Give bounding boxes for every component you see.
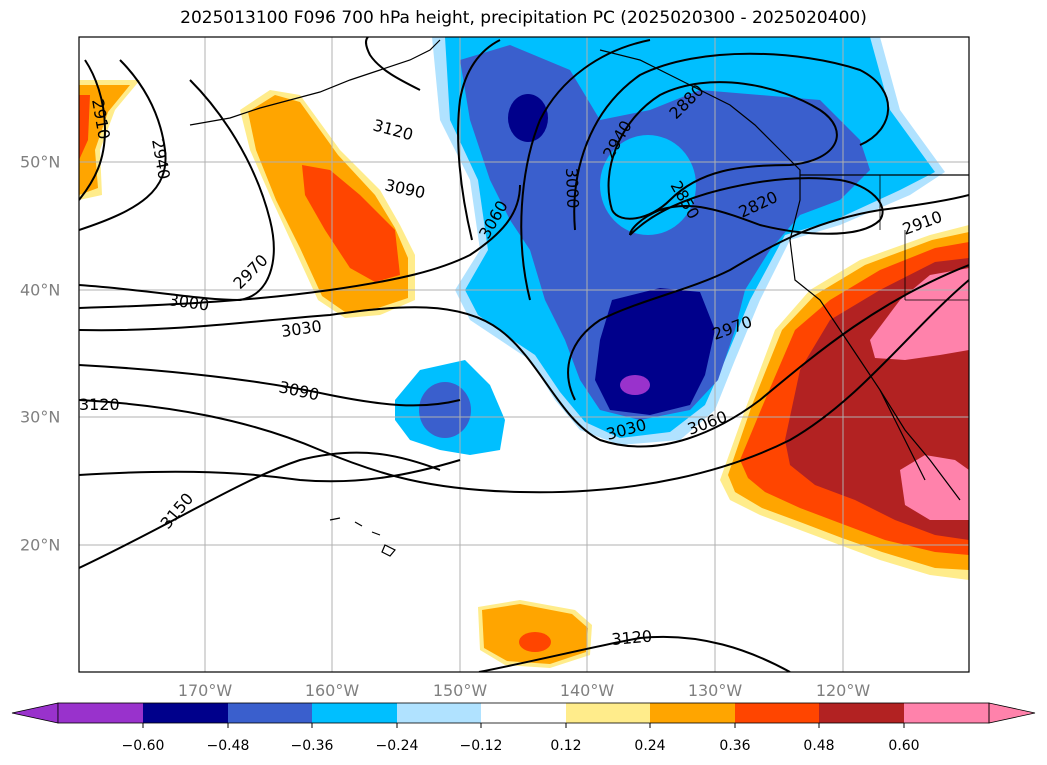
colorbar-tick-label: −0.60 — [121, 738, 165, 754]
latitude-label: 20°N — [20, 535, 61, 555]
colorbar-tick-label: 0.48 — [803, 738, 835, 754]
colorbar-extend-high — [988, 702, 1036, 724]
map-area — [79, 37, 969, 672]
colorbar-swatch — [481, 703, 566, 723]
latitude-label: 30°N — [20, 407, 61, 427]
colorbar-swatch — [819, 703, 904, 723]
longitude-label: 170°W — [177, 681, 233, 700]
colorbar-tick-label: 0.12 — [550, 738, 582, 754]
contour-label: 3120 — [79, 395, 120, 414]
latitude-label: 40°N — [20, 280, 61, 300]
longitude-label: 140°W — [559, 681, 615, 700]
colorbar-tick-label: 0.60 — [888, 738, 920, 754]
colorbar-swatch — [735, 703, 819, 723]
colorbar — [11, 702, 1036, 728]
positive-anomaly-shading — [79, 80, 969, 668]
colorbar-tick-label: −0.12 — [459, 738, 503, 754]
colorbar-swatch — [397, 703, 481, 723]
latitude-label: 50°N — [20, 152, 61, 172]
map-title: 2025013100 F096 700 hPa height, precipit… — [180, 8, 867, 28]
longitude-label: 160°W — [304, 681, 360, 700]
colorbar-frame — [57, 702, 990, 724]
contour-label: 3000 — [562, 167, 582, 208]
colorbar-extend-low — [11, 702, 59, 724]
colorbar-swatch — [58, 703, 143, 723]
contour-label: 3120 — [611, 627, 653, 649]
country-borders — [879, 175, 969, 301]
colorbar-swatch — [143, 703, 228, 723]
map-frame — [78, 36, 970, 673]
colorbar-tick-label: −0.24 — [375, 738, 419, 754]
height-contours — [79, 37, 969, 672]
longitude-label: 130°W — [687, 681, 743, 700]
colorbar-tick-label: −0.48 — [206, 738, 250, 754]
coastlines — [189, 39, 969, 557]
negative-anomaly-shading — [395, 37, 945, 455]
colorbar-swatch — [650, 703, 735, 723]
colorbar-swatch — [904, 703, 989, 723]
longitude-label: 150°W — [432, 681, 488, 700]
colorbar-swatch — [566, 703, 650, 723]
colorbar-tick-label: 0.24 — [634, 738, 666, 754]
colorbar-tick-label: −0.36 — [290, 738, 334, 754]
colorbar-swatch — [228, 703, 312, 723]
colorbar-swatch — [312, 703, 397, 723]
colorbar-tick-label: 0.36 — [719, 738, 751, 754]
longitude-label: 120°W — [815, 681, 871, 700]
